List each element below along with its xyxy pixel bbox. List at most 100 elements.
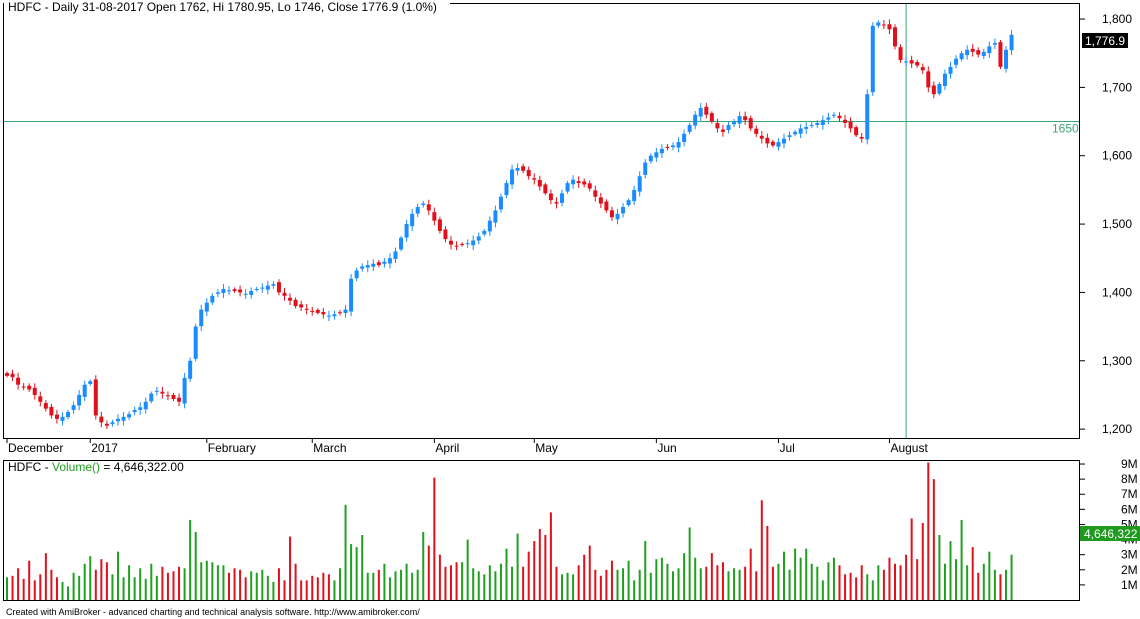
volume-bar <box>538 528 541 600</box>
candle <box>410 208 415 231</box>
volume-bar <box>427 545 430 600</box>
candle <box>798 124 803 139</box>
volume-bar <box>272 581 275 600</box>
candle <box>460 242 465 247</box>
volume-bar <box>433 477 436 600</box>
candle <box>188 357 193 382</box>
candle <box>271 281 276 289</box>
candle <box>149 391 154 404</box>
candle <box>404 219 409 242</box>
volume-bar <box>383 563 386 600</box>
candle <box>643 159 648 179</box>
volume-bar <box>111 574 114 600</box>
volume-bar <box>794 548 797 600</box>
volume-bar <box>888 557 891 600</box>
date-tick-label: May <box>535 441 558 455</box>
candle <box>16 372 21 390</box>
volume-bar <box>100 559 103 600</box>
volume-bar <box>511 566 514 600</box>
candle <box>748 115 753 132</box>
volume-bar <box>89 556 92 600</box>
price-tick-label: 1,300 <box>1102 354 1132 368</box>
volume-bar <box>783 551 785 600</box>
candle <box>193 323 198 362</box>
volume-tick-label: 8M <box>1121 472 1138 486</box>
candle <box>99 411 104 428</box>
candle <box>959 50 964 62</box>
volume-bar <box>544 535 547 600</box>
candle <box>859 133 864 143</box>
candle <box>820 115 825 130</box>
candle <box>582 178 587 188</box>
volume-bar <box>938 535 941 600</box>
volume-bar <box>261 569 264 600</box>
candle <box>349 274 354 317</box>
volume-bar <box>505 548 508 600</box>
volume-bar <box>572 574 575 600</box>
date-tick-label: April <box>435 441 459 455</box>
volume-bar <box>977 572 980 600</box>
volume-bar <box>549 512 552 600</box>
volume-bar <box>166 572 169 600</box>
volume-bar <box>699 568 702 600</box>
volume-bar <box>899 565 902 600</box>
volume-bar <box>444 566 447 600</box>
volume-bar <box>94 569 97 600</box>
candle <box>387 253 392 269</box>
volume-bar <box>372 572 375 600</box>
candle <box>254 286 259 292</box>
candle <box>143 397 148 414</box>
candle <box>654 147 659 162</box>
candle <box>942 69 947 91</box>
candle <box>898 44 903 63</box>
volume-bar <box>461 562 464 600</box>
volume-bar <box>117 551 119 600</box>
volume-bar <box>810 563 813 600</box>
candle <box>293 297 298 309</box>
volume-bar <box>616 569 619 600</box>
candle <box>720 124 725 137</box>
date-axis: December 2017 February March April May Jun Jul A… <box>6 438 928 455</box>
volume-bar <box>1005 569 1007 600</box>
price-pane-frame <box>3 3 1080 439</box>
volume-bar <box>255 572 258 600</box>
volume-tick-label: 7M <box>1121 487 1138 501</box>
candle <box>904 56 909 67</box>
volume-bar <box>827 562 830 600</box>
volume-bar <box>122 577 125 600</box>
volume-bar <box>694 557 697 600</box>
volume-bar <box>921 522 924 600</box>
candle <box>66 409 71 420</box>
volume-bar <box>411 572 414 600</box>
volume-bar <box>394 571 397 600</box>
date-tick-label: February <box>208 441 256 455</box>
candle <box>648 153 653 164</box>
candle <box>360 263 365 272</box>
volume-bar <box>760 500 763 600</box>
volume-bar <box>594 569 597 600</box>
volume-bar <box>67 586 70 600</box>
volume-caption-bg <box>4 461 190 474</box>
candle <box>310 306 315 316</box>
candle <box>737 111 742 129</box>
candle <box>238 285 243 297</box>
price-caption: HDFC - Daily 31-08-2017 Open 1762, Hi 17… <box>8 0 437 14</box>
candle <box>709 111 714 124</box>
last-price-marker: 1,776.9 <box>1082 33 1128 48</box>
candle <box>726 121 731 134</box>
volume-bar <box>400 569 403 600</box>
volume-bar <box>216 565 219 600</box>
candle <box>987 41 992 58</box>
volume-tick-label: 9M <box>1121 457 1138 471</box>
candle <box>992 38 997 50</box>
volume-bar <box>688 527 691 600</box>
candle <box>598 192 603 209</box>
candle <box>754 125 759 138</box>
candle <box>587 180 592 192</box>
candle <box>454 241 459 251</box>
price-tick-label: 1,500 <box>1102 217 1132 231</box>
volume-bar <box>905 554 908 600</box>
volume-bar <box>932 479 935 600</box>
candle <box>210 293 215 306</box>
candle <box>487 216 492 236</box>
